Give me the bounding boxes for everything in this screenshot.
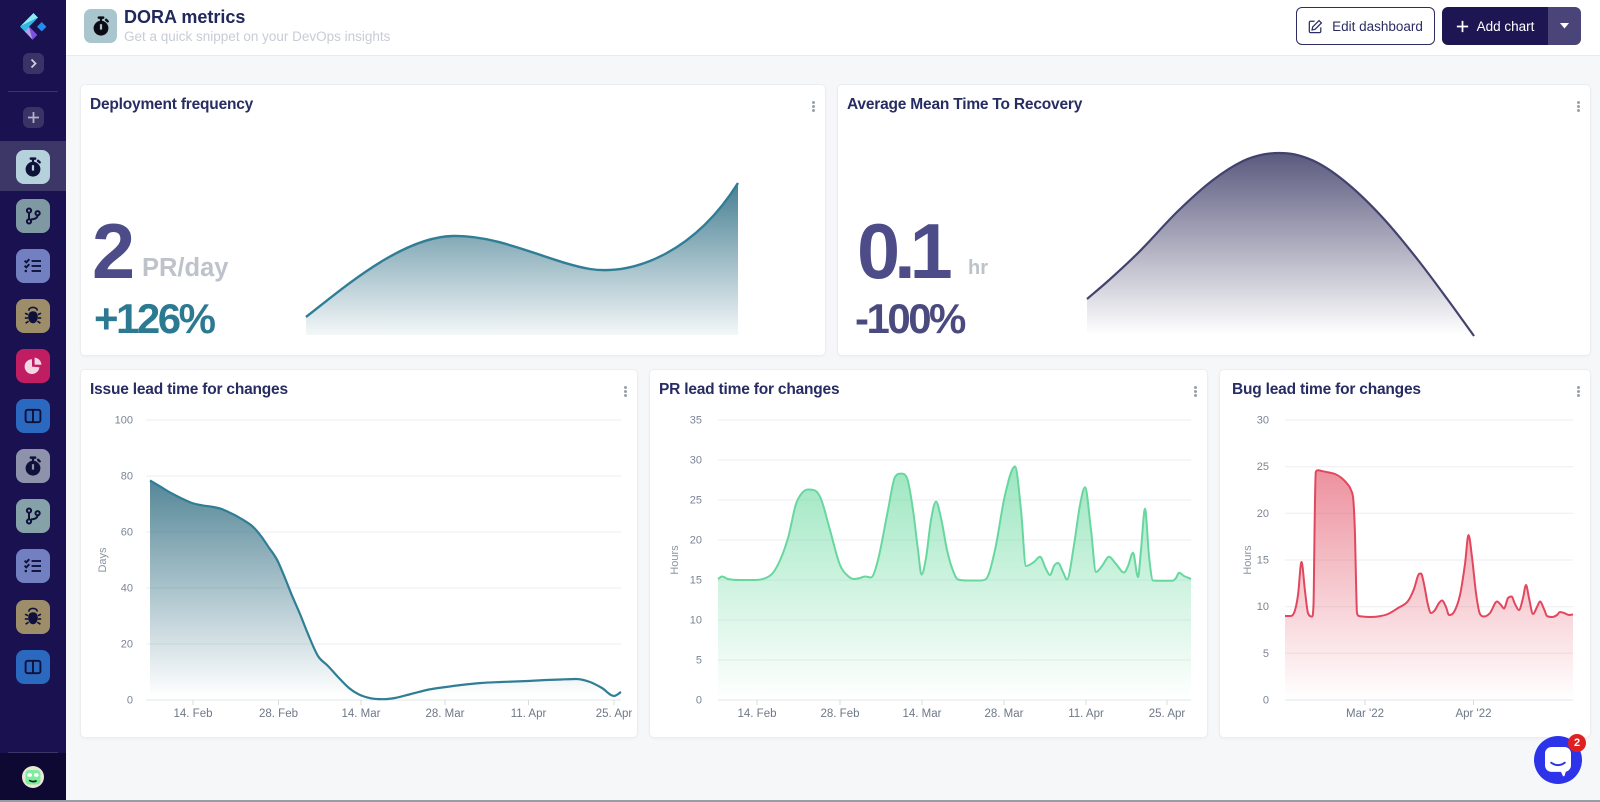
svg-text:30: 30 [690, 455, 702, 467]
svg-text:35: 35 [690, 415, 702, 427]
svg-text:25: 25 [1257, 461, 1269, 473]
svg-text:14. Feb: 14. Feb [174, 708, 213, 720]
svg-text:28. Mar: 28. Mar [985, 708, 1024, 720]
svg-text:15: 15 [690, 575, 702, 587]
svg-text:11. Apr: 11. Apr [511, 708, 547, 720]
svg-text:14. Feb: 14. Feb [738, 708, 777, 720]
svg-text:5: 5 [696, 655, 702, 667]
svg-text:14. Mar: 14. Mar [903, 708, 942, 720]
svg-text:28. Mar: 28. Mar [426, 708, 465, 720]
svg-text:Hours: Hours [669, 545, 681, 575]
svg-text:0: 0 [696, 695, 702, 707]
svg-text:28. Feb: 28. Feb [259, 708, 298, 720]
svg-text:30: 30 [1257, 415, 1269, 427]
svg-text:0: 0 [1263, 695, 1269, 707]
svg-text:25: 25 [690, 495, 702, 507]
svg-text:5: 5 [1263, 648, 1269, 660]
svg-text:25. Apr: 25. Apr [1149, 708, 1186, 720]
svg-text:11. Apr: 11. Apr [1068, 708, 1104, 720]
svg-text:60: 60 [121, 527, 133, 539]
svg-text:Apr '22: Apr '22 [1455, 708, 1491, 720]
svg-text:14. Mar: 14. Mar [342, 708, 381, 720]
svg-text:28. Feb: 28. Feb [821, 708, 860, 720]
svg-text:40: 40 [121, 583, 133, 595]
svg-text:20: 20 [1257, 508, 1269, 520]
svg-text:0: 0 [127, 695, 133, 707]
svg-text:80: 80 [121, 471, 133, 483]
svg-text:Hours: Hours [1242, 545, 1254, 575]
svg-text:20: 20 [121, 639, 133, 651]
svg-text:Mar '22: Mar '22 [1346, 708, 1384, 720]
svg-text:25. Apr: 25. Apr [596, 708, 633, 720]
svg-text:10: 10 [1257, 601, 1269, 613]
svg-text:15: 15 [1257, 555, 1269, 567]
svg-text:Days: Days [97, 547, 109, 573]
svg-text:20: 20 [690, 535, 702, 547]
svg-text:10: 10 [690, 615, 702, 627]
svg-text:100: 100 [115, 415, 133, 427]
